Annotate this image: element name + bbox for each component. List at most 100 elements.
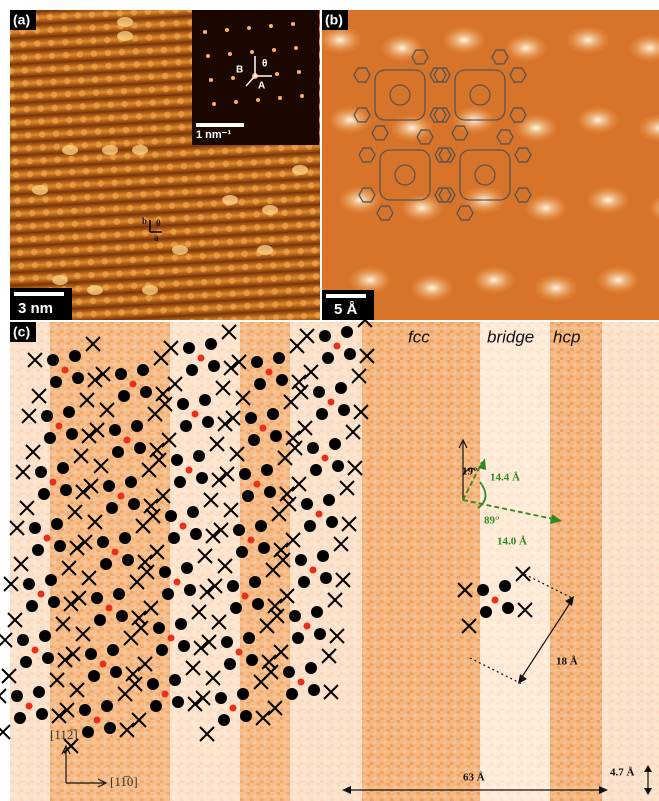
molecule-dot [276, 374, 288, 386]
molecule-dot [245, 412, 257, 424]
molecule-dot [326, 516, 338, 528]
molecule-dot [221, 636, 233, 648]
molecule-dot [316, 408, 328, 420]
fft-spot [247, 26, 251, 30]
molecule-dot [332, 460, 344, 472]
center-dot [260, 425, 267, 432]
lobe [596, 266, 640, 294]
molecule-dot [42, 652, 54, 664]
molecule-dot [26, 600, 38, 612]
vector-14-4: 14.4 Å [490, 472, 520, 484]
molecule-dot [246, 654, 258, 666]
region-bridge: bridge [487, 327, 534, 346]
molecule-dot [264, 486, 276, 498]
fft-spot [231, 76, 235, 80]
molecule-dot [82, 726, 94, 738]
molecule-dot [239, 468, 251, 480]
molecule-dot [162, 588, 174, 600]
molecule-dot [190, 528, 202, 540]
fft-spot [256, 98, 260, 102]
center-dot [38, 591, 45, 598]
bright-spot [117, 17, 133, 27]
fft-spot [300, 94, 304, 98]
center-dot [168, 635, 175, 642]
center-dot [44, 535, 51, 542]
fft-spot [269, 24, 273, 28]
molecule-dot [180, 420, 192, 432]
molecule-dot [168, 532, 180, 544]
molecule-dot [292, 632, 304, 644]
molecule-dot [66, 428, 78, 440]
molecule-dot [261, 464, 273, 476]
molecule-dot [329, 438, 341, 450]
distance-18: 18 Å [556, 656, 578, 668]
scale-label: 5 Å [334, 301, 358, 318]
molecule-dot [308, 684, 320, 696]
bright-spot [117, 31, 133, 41]
molecule-dot [29, 522, 41, 534]
center-dot [62, 367, 69, 374]
center-dot [310, 567, 317, 574]
lobe [472, 266, 516, 294]
molecule-dot [218, 714, 230, 726]
molecule-dot [243, 632, 255, 644]
fft-spot [225, 28, 229, 32]
molecule-dot [85, 648, 97, 660]
panel-label: (b) [325, 12, 343, 28]
bright-spot [222, 195, 238, 205]
lobe [576, 106, 620, 134]
molecule-dot [11, 690, 23, 702]
molecule-dot [298, 576, 310, 588]
molecule-dot [110, 666, 122, 678]
center-dot [180, 523, 187, 530]
molecule-dot [69, 350, 81, 362]
molecule-dot [39, 630, 51, 642]
molecule-dot [119, 532, 131, 544]
molecule-dot [344, 348, 356, 360]
molecule-dot [311, 606, 323, 618]
center-dot [56, 423, 63, 430]
cross-mark [0, 725, 10, 739]
molecule-dot [196, 472, 208, 484]
center-dot [118, 493, 125, 500]
molecule-dot [118, 390, 130, 402]
molecule-dot [320, 572, 332, 584]
molecule-dot [172, 696, 184, 708]
molecule-dot [304, 520, 316, 532]
molecule-dot [128, 498, 140, 510]
center-dot [186, 467, 193, 474]
vector-14-0: 14.0 Å [497, 536, 527, 548]
figure: 1 nm⁻¹ B A θ b a θ (a) 3 nm (b) 5 Å (c) … [0, 0, 659, 801]
molecule-dot [193, 450, 205, 462]
molecule-dot [205, 338, 217, 350]
molecule-dot [47, 354, 59, 366]
molecule-dot [35, 466, 47, 478]
fft-spot [297, 70, 301, 74]
panel-a: 1 nm⁻¹ B A θ b a θ (a) 3 nm [10, 10, 320, 320]
fft-spot [278, 96, 282, 100]
center-dot [106, 605, 113, 612]
molecule-dot [33, 686, 45, 698]
fft-spot [209, 78, 213, 82]
center-dot [32, 647, 39, 654]
molecule-dot [314, 628, 326, 640]
lobe [566, 26, 610, 54]
molecule-dot [32, 544, 44, 556]
molecule-dot [295, 554, 307, 566]
molecule-dot [97, 536, 109, 548]
panel-b: (b) 5 Å [318, 10, 659, 320]
distance-4-7: 4.7 Å [610, 767, 635, 779]
center-dot [316, 511, 323, 518]
lobe [380, 34, 424, 62]
molecule-dot [54, 540, 66, 552]
center-dot [112, 549, 119, 556]
molecule-dot [186, 364, 198, 376]
molecule-dot [171, 454, 183, 466]
center-dot [298, 679, 305, 686]
center-dot [230, 705, 237, 712]
lobe [348, 266, 392, 294]
fft-spot [234, 100, 238, 104]
molecule-dot [248, 434, 260, 446]
bright-spot [52, 275, 68, 285]
center-dot [248, 537, 255, 544]
